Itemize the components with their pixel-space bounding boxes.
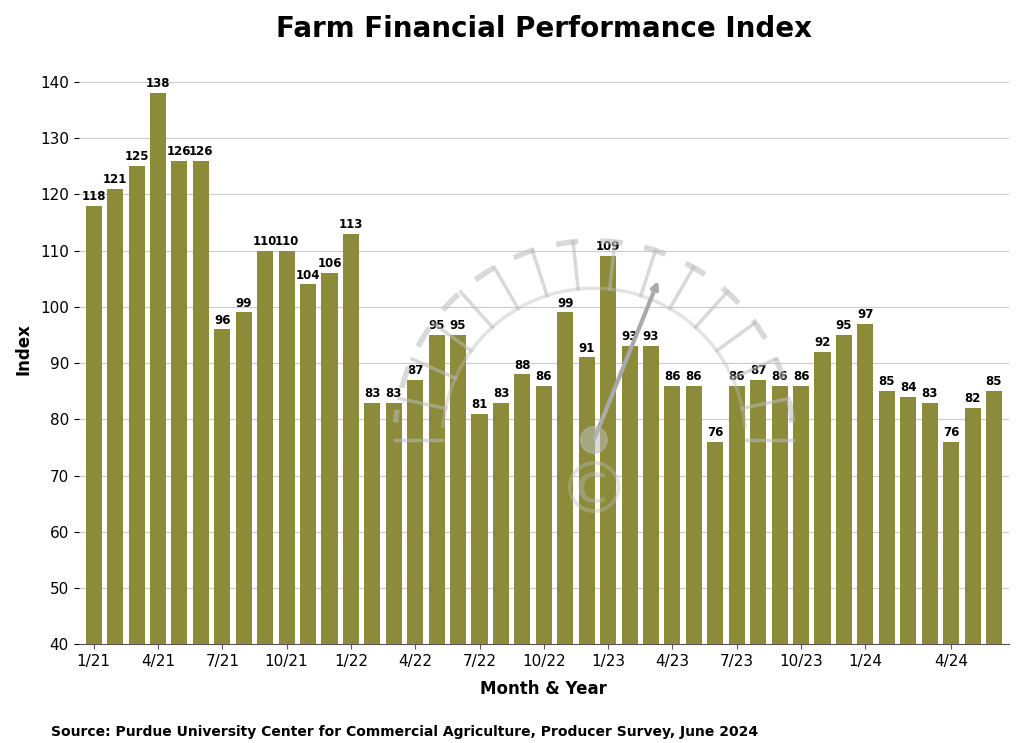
Bar xyxy=(322,273,338,743)
Bar xyxy=(429,335,444,743)
Text: 83: 83 xyxy=(922,386,938,400)
Text: 125: 125 xyxy=(124,150,148,163)
Text: 99: 99 xyxy=(557,296,573,310)
Text: 86: 86 xyxy=(686,370,702,383)
Bar xyxy=(557,313,573,743)
Text: 82: 82 xyxy=(965,392,981,406)
Text: 86: 86 xyxy=(793,370,809,383)
Text: 106: 106 xyxy=(317,257,342,270)
Text: 104: 104 xyxy=(296,268,321,282)
Text: 138: 138 xyxy=(145,77,170,90)
Bar xyxy=(128,166,144,743)
Y-axis label: Index: Index xyxy=(15,323,33,375)
Bar xyxy=(171,160,187,743)
Text: 110: 110 xyxy=(253,235,278,247)
Bar xyxy=(708,442,723,743)
Circle shape xyxy=(581,426,607,453)
Text: 86: 86 xyxy=(728,370,745,383)
Text: 96: 96 xyxy=(214,314,230,327)
Text: 95: 95 xyxy=(836,319,852,332)
Text: 99: 99 xyxy=(236,296,252,310)
Text: 93: 93 xyxy=(643,331,659,343)
Title: Farm Financial Performance Index: Farm Financial Performance Index xyxy=(275,15,812,43)
Text: 126: 126 xyxy=(188,145,213,158)
Text: 76: 76 xyxy=(708,426,724,439)
Text: 121: 121 xyxy=(103,173,127,186)
Text: 86: 86 xyxy=(536,370,552,383)
Text: 84: 84 xyxy=(900,381,916,394)
Bar xyxy=(665,386,681,743)
Text: ©: © xyxy=(558,458,630,528)
Text: 83: 83 xyxy=(493,386,509,400)
Bar xyxy=(686,386,701,743)
Bar xyxy=(471,414,487,743)
Text: 126: 126 xyxy=(167,145,191,158)
Bar xyxy=(857,324,873,743)
Text: 97: 97 xyxy=(857,308,873,321)
Bar xyxy=(879,392,895,743)
Bar xyxy=(86,206,101,743)
Bar xyxy=(751,380,766,743)
Bar xyxy=(365,403,380,743)
Bar xyxy=(943,442,959,743)
Text: 76: 76 xyxy=(943,426,959,439)
Bar xyxy=(643,346,659,743)
Bar xyxy=(922,403,938,743)
Bar xyxy=(300,285,316,743)
Bar xyxy=(343,234,359,743)
Bar xyxy=(600,256,616,743)
Text: 113: 113 xyxy=(339,218,364,231)
Bar xyxy=(236,313,252,743)
Bar xyxy=(814,352,830,743)
Text: 95: 95 xyxy=(450,319,466,332)
Bar xyxy=(729,386,744,743)
Text: 118: 118 xyxy=(82,189,105,203)
Bar xyxy=(514,374,530,743)
Bar xyxy=(836,335,852,743)
Bar xyxy=(793,386,809,743)
Text: 92: 92 xyxy=(814,336,830,349)
Bar xyxy=(622,346,638,743)
Text: 87: 87 xyxy=(750,364,766,377)
Bar xyxy=(493,403,509,743)
Text: 85: 85 xyxy=(879,375,895,389)
Bar xyxy=(214,329,230,743)
Text: 86: 86 xyxy=(665,370,681,383)
Bar xyxy=(386,403,401,743)
Bar xyxy=(986,392,1002,743)
Text: 110: 110 xyxy=(274,235,299,247)
Bar xyxy=(193,160,209,743)
Bar xyxy=(257,250,273,743)
X-axis label: Month & Year: Month & Year xyxy=(480,681,607,698)
Text: 93: 93 xyxy=(622,331,638,343)
Text: 86: 86 xyxy=(771,370,787,383)
Bar xyxy=(150,93,166,743)
Text: 87: 87 xyxy=(407,364,423,377)
Bar xyxy=(408,380,423,743)
Text: 83: 83 xyxy=(365,386,381,400)
Text: 88: 88 xyxy=(514,359,530,372)
Text: 95: 95 xyxy=(428,319,444,332)
Text: 83: 83 xyxy=(386,386,402,400)
Text: Source: Purdue University Center for Commercial Agriculture, Producer Survey, Ju: Source: Purdue University Center for Com… xyxy=(51,725,759,739)
Bar xyxy=(108,189,123,743)
Text: 109: 109 xyxy=(596,241,621,253)
Bar xyxy=(579,357,595,743)
Text: 81: 81 xyxy=(471,398,487,411)
Bar xyxy=(900,397,916,743)
Bar xyxy=(536,386,552,743)
Bar xyxy=(772,386,787,743)
Text: 85: 85 xyxy=(986,375,1002,389)
Bar xyxy=(965,408,981,743)
Bar xyxy=(451,335,466,743)
Bar xyxy=(279,250,295,743)
Text: 91: 91 xyxy=(579,342,595,354)
